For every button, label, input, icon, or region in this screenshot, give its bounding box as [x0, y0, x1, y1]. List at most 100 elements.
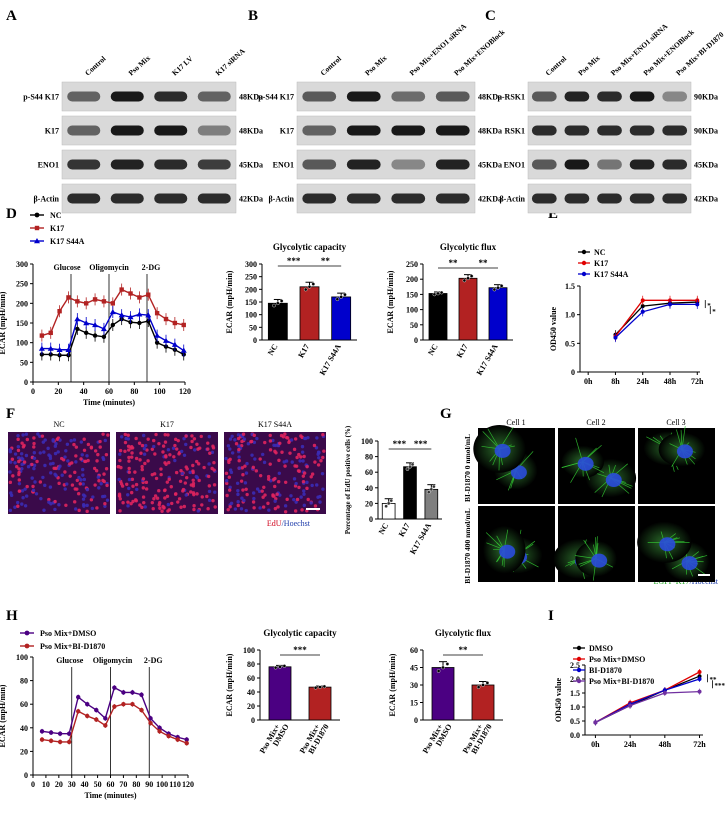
nucleus — [106, 498, 109, 501]
nucleus — [301, 445, 304, 448]
lane-label-b: Pso Mix — [363, 53, 389, 77]
data-point — [40, 729, 44, 733]
blot-band — [436, 194, 470, 204]
blot-band — [198, 92, 231, 102]
data-point — [84, 301, 88, 305]
nucleus — [236, 482, 239, 485]
blot-kda-label: 48KDa — [478, 127, 502, 136]
replicate-dot — [336, 298, 339, 301]
nucleus — [288, 451, 291, 454]
nucleus — [97, 486, 100, 489]
blot-band — [154, 194, 187, 204]
nucleus — [299, 495, 302, 498]
blot-band — [198, 160, 231, 170]
nucleus — [224, 457, 227, 460]
replicate-dot — [276, 302, 279, 305]
nucleus — [252, 497, 255, 500]
nucleus — [119, 449, 122, 452]
blot-row-label: K17 — [280, 127, 294, 136]
nucleus — [267, 478, 270, 481]
x-category-label: NC — [426, 342, 440, 357]
blot-band — [111, 126, 144, 136]
y-tick-label: 60 — [365, 468, 373, 477]
nucleus — [310, 484, 313, 487]
data-point — [102, 335, 106, 339]
nucleus — [16, 438, 19, 441]
nucleus — [20, 457, 23, 460]
blot-band — [302, 194, 336, 204]
nucleus — [277, 459, 280, 462]
data-point — [139, 708, 143, 712]
nucleus — [42, 450, 45, 453]
nucleus — [205, 495, 208, 498]
significance-label: *** — [293, 645, 307, 655]
replicate-dot — [283, 664, 286, 667]
y-tick-label: 0 — [369, 515, 373, 524]
edu-stain-label: EdU/Hoechst — [267, 519, 311, 528]
nucleus — [269, 439, 272, 442]
nucleus — [284, 504, 287, 507]
data-point — [154, 333, 160, 338]
data-point — [157, 729, 161, 733]
nucleus — [290, 438, 293, 441]
nucleus — [236, 489, 239, 492]
nucleus — [182, 488, 185, 491]
nucleus — [273, 477, 276, 480]
y-tick-label: 1.0 — [570, 703, 580, 712]
nucleus — [153, 452, 156, 455]
data-point — [93, 333, 97, 337]
row-label-0nmol: BI-D1870 0 nmol/mL — [463, 434, 472, 502]
nucleus — [245, 509, 248, 512]
blot-kda-label: 42KDa — [239, 195, 263, 204]
nucleus — [240, 507, 243, 510]
nucleus — [273, 485, 276, 488]
nucleus — [144, 505, 147, 508]
nucleus — [68, 474, 71, 477]
nucleus — [305, 487, 308, 490]
nucleus — [242, 432, 245, 435]
significance-label: *** — [393, 439, 407, 449]
nucleus — [252, 491, 255, 494]
y-tick-label: 100 — [16, 339, 28, 348]
nucleus — [189, 490, 192, 493]
blot-band — [565, 92, 590, 102]
data-point — [698, 677, 702, 681]
nucleus — [227, 461, 230, 464]
blot-kda-label: 42KDa — [694, 195, 718, 204]
nucleus — [291, 460, 294, 463]
x-category-label: NC — [266, 342, 280, 357]
x-tick-label: 24h — [637, 377, 650, 386]
nucleus — [261, 453, 264, 456]
data-point — [130, 690, 134, 694]
legend-label: BI-D1870 — [589, 666, 622, 675]
blot-band — [662, 126, 687, 136]
blot-band — [391, 160, 425, 170]
nucleus — [161, 450, 164, 453]
nucleus — [206, 447, 209, 450]
nucleus — [302, 480, 305, 483]
nucleus — [283, 464, 286, 467]
nucleus — [104, 439, 107, 442]
y-tick-label: 60 — [410, 646, 418, 655]
nucleus — [292, 498, 295, 501]
nucleus — [120, 482, 123, 485]
nucleus — [208, 452, 211, 455]
data-point — [57, 309, 61, 313]
nucleus — [315, 483, 318, 486]
nucleus — [157, 489, 160, 492]
y-tick-label: 100 — [243, 646, 255, 655]
nucleus — [143, 453, 146, 456]
data-point — [182, 323, 186, 327]
x-category-label: K17 S44A — [318, 342, 343, 377]
nucleus — [142, 501, 145, 504]
nucleus — [250, 440, 253, 443]
nucleus — [77, 509, 80, 512]
nucleus — [43, 484, 46, 487]
nucleus — [16, 434, 19, 437]
nucleus — [128, 470, 131, 473]
replicate-dot — [408, 465, 411, 468]
blot-band — [302, 92, 336, 102]
nucleus — [73, 471, 76, 474]
data-point — [85, 702, 89, 706]
nucleus — [142, 495, 145, 498]
